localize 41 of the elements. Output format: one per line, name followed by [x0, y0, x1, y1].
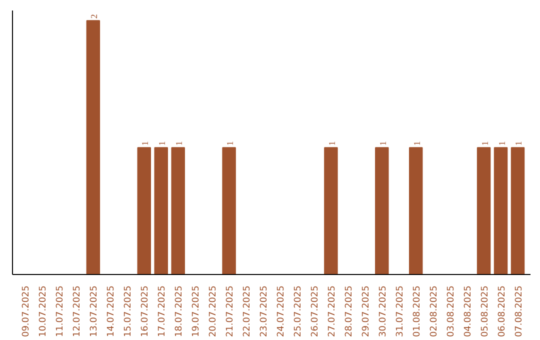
data-label: 1 — [480, 141, 490, 146]
x-tick-label: 10.07.2025 — [38, 286, 49, 338]
data-label: 1 — [412, 141, 422, 146]
x-tick-label: 29.07.2025 — [361, 286, 372, 338]
data-label: 1 — [514, 141, 524, 146]
data-label: 1 — [140, 141, 150, 146]
x-tick-label: 26.07.2025 — [310, 286, 320, 338]
x-tick-label: 13.07.2025 — [90, 286, 100, 338]
data-label: 1 — [496, 141, 507, 146]
x-tick-label: 22.07.2025 — [242, 286, 253, 338]
data-label: 1 — [225, 141, 236, 146]
data-label: 2 — [89, 14, 100, 19]
data-label: 1 — [174, 141, 184, 146]
x-tick-label: 20.07.2025 — [208, 286, 219, 338]
x-tick-label: 19.07.2025 — [192, 286, 202, 338]
x-tick-label: 31.07.2025 — [395, 286, 406, 338]
x-tick-label: 15.07.2025 — [124, 286, 134, 338]
x-tick-label: 23.07.2025 — [260, 286, 270, 338]
x-tick-label: 12.07.2025 — [72, 286, 83, 338]
x-tick-label: 17.07.2025 — [158, 286, 168, 338]
x-tick-label: 14.07.2025 — [106, 286, 117, 338]
x-tick-label: 05.08.2025 — [480, 286, 490, 338]
x-tick-label: 01.08.2025 — [412, 286, 422, 338]
x-tick-label: 06.08.2025 — [497, 286, 508, 338]
data-label: 1 — [157, 141, 168, 146]
x-tick-label: 07.08.2025 — [514, 286, 524, 338]
x-tick-label: 30.07.2025 — [378, 286, 388, 338]
x-tick-label: 21.07.2025 — [226, 286, 236, 338]
x-tick-label: 18.07.2025 — [174, 286, 185, 338]
data-label: 1 — [378, 141, 388, 146]
x-tick-label: 09.07.2025 — [22, 286, 32, 338]
x-tick-label: 04.08.2025 — [463, 286, 474, 338]
x-tick-label: 02.08.2025 — [429, 286, 440, 338]
data-label: 1 — [326, 141, 337, 146]
x-tick-label: 11.07.2025 — [56, 286, 66, 338]
x-tick-label: 03.08.2025 — [446, 286, 456, 338]
x-tick-label: 25.07.2025 — [293, 286, 304, 338]
x-tick-label: 28.07.2025 — [344, 286, 354, 338]
x-tick-label: 24.07.2025 — [276, 286, 286, 338]
x-tick-label: 16.07.2025 — [140, 286, 151, 338]
x-tick-label: 27.07.2025 — [327, 286, 338, 338]
